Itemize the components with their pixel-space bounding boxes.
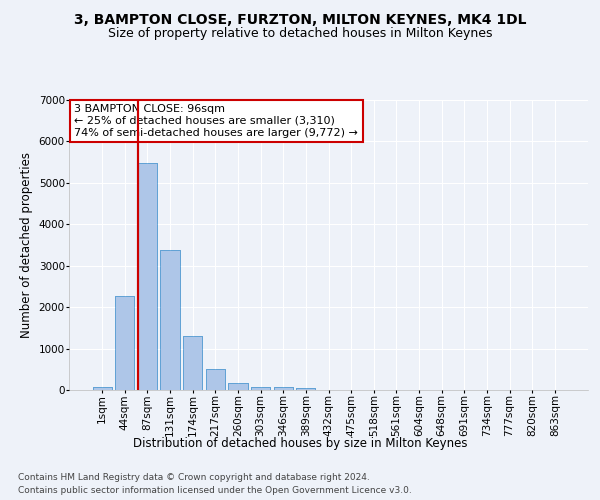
Bar xyxy=(296,388,316,390)
Bar xyxy=(92,387,112,390)
Text: 3, BAMPTON CLOSE, FURZTON, MILTON KEYNES, MK4 1DL: 3, BAMPTON CLOSE, FURZTON, MILTON KEYNES… xyxy=(74,12,526,26)
Bar xyxy=(274,388,293,390)
Bar xyxy=(138,163,157,390)
Bar xyxy=(160,250,180,390)
Bar xyxy=(251,386,270,390)
Bar xyxy=(251,386,270,390)
Bar xyxy=(229,383,248,390)
Bar xyxy=(183,336,202,390)
Bar xyxy=(206,370,225,390)
Text: Distribution of detached houses by size in Milton Keynes: Distribution of detached houses by size … xyxy=(133,438,467,450)
Bar xyxy=(92,387,112,390)
Bar xyxy=(115,296,134,390)
Y-axis label: Number of detached properties: Number of detached properties xyxy=(20,152,33,338)
Bar xyxy=(115,296,134,390)
Bar xyxy=(274,388,293,390)
Text: Contains HM Land Registry data © Crown copyright and database right 2024.: Contains HM Land Registry data © Crown c… xyxy=(18,472,370,482)
Bar xyxy=(229,383,248,390)
Bar xyxy=(183,336,202,390)
Bar xyxy=(160,250,180,390)
Text: Size of property relative to detached houses in Milton Keynes: Size of property relative to detached ho… xyxy=(108,28,492,40)
Text: 3 BAMPTON CLOSE: 96sqm
← 25% of detached houses are smaller (3,310)
74% of semi-: 3 BAMPTON CLOSE: 96sqm ← 25% of detached… xyxy=(74,104,358,138)
Bar xyxy=(296,388,316,390)
Bar xyxy=(206,370,225,390)
Text: Contains public sector information licensed under the Open Government Licence v3: Contains public sector information licen… xyxy=(18,486,412,495)
Bar xyxy=(138,163,157,390)
